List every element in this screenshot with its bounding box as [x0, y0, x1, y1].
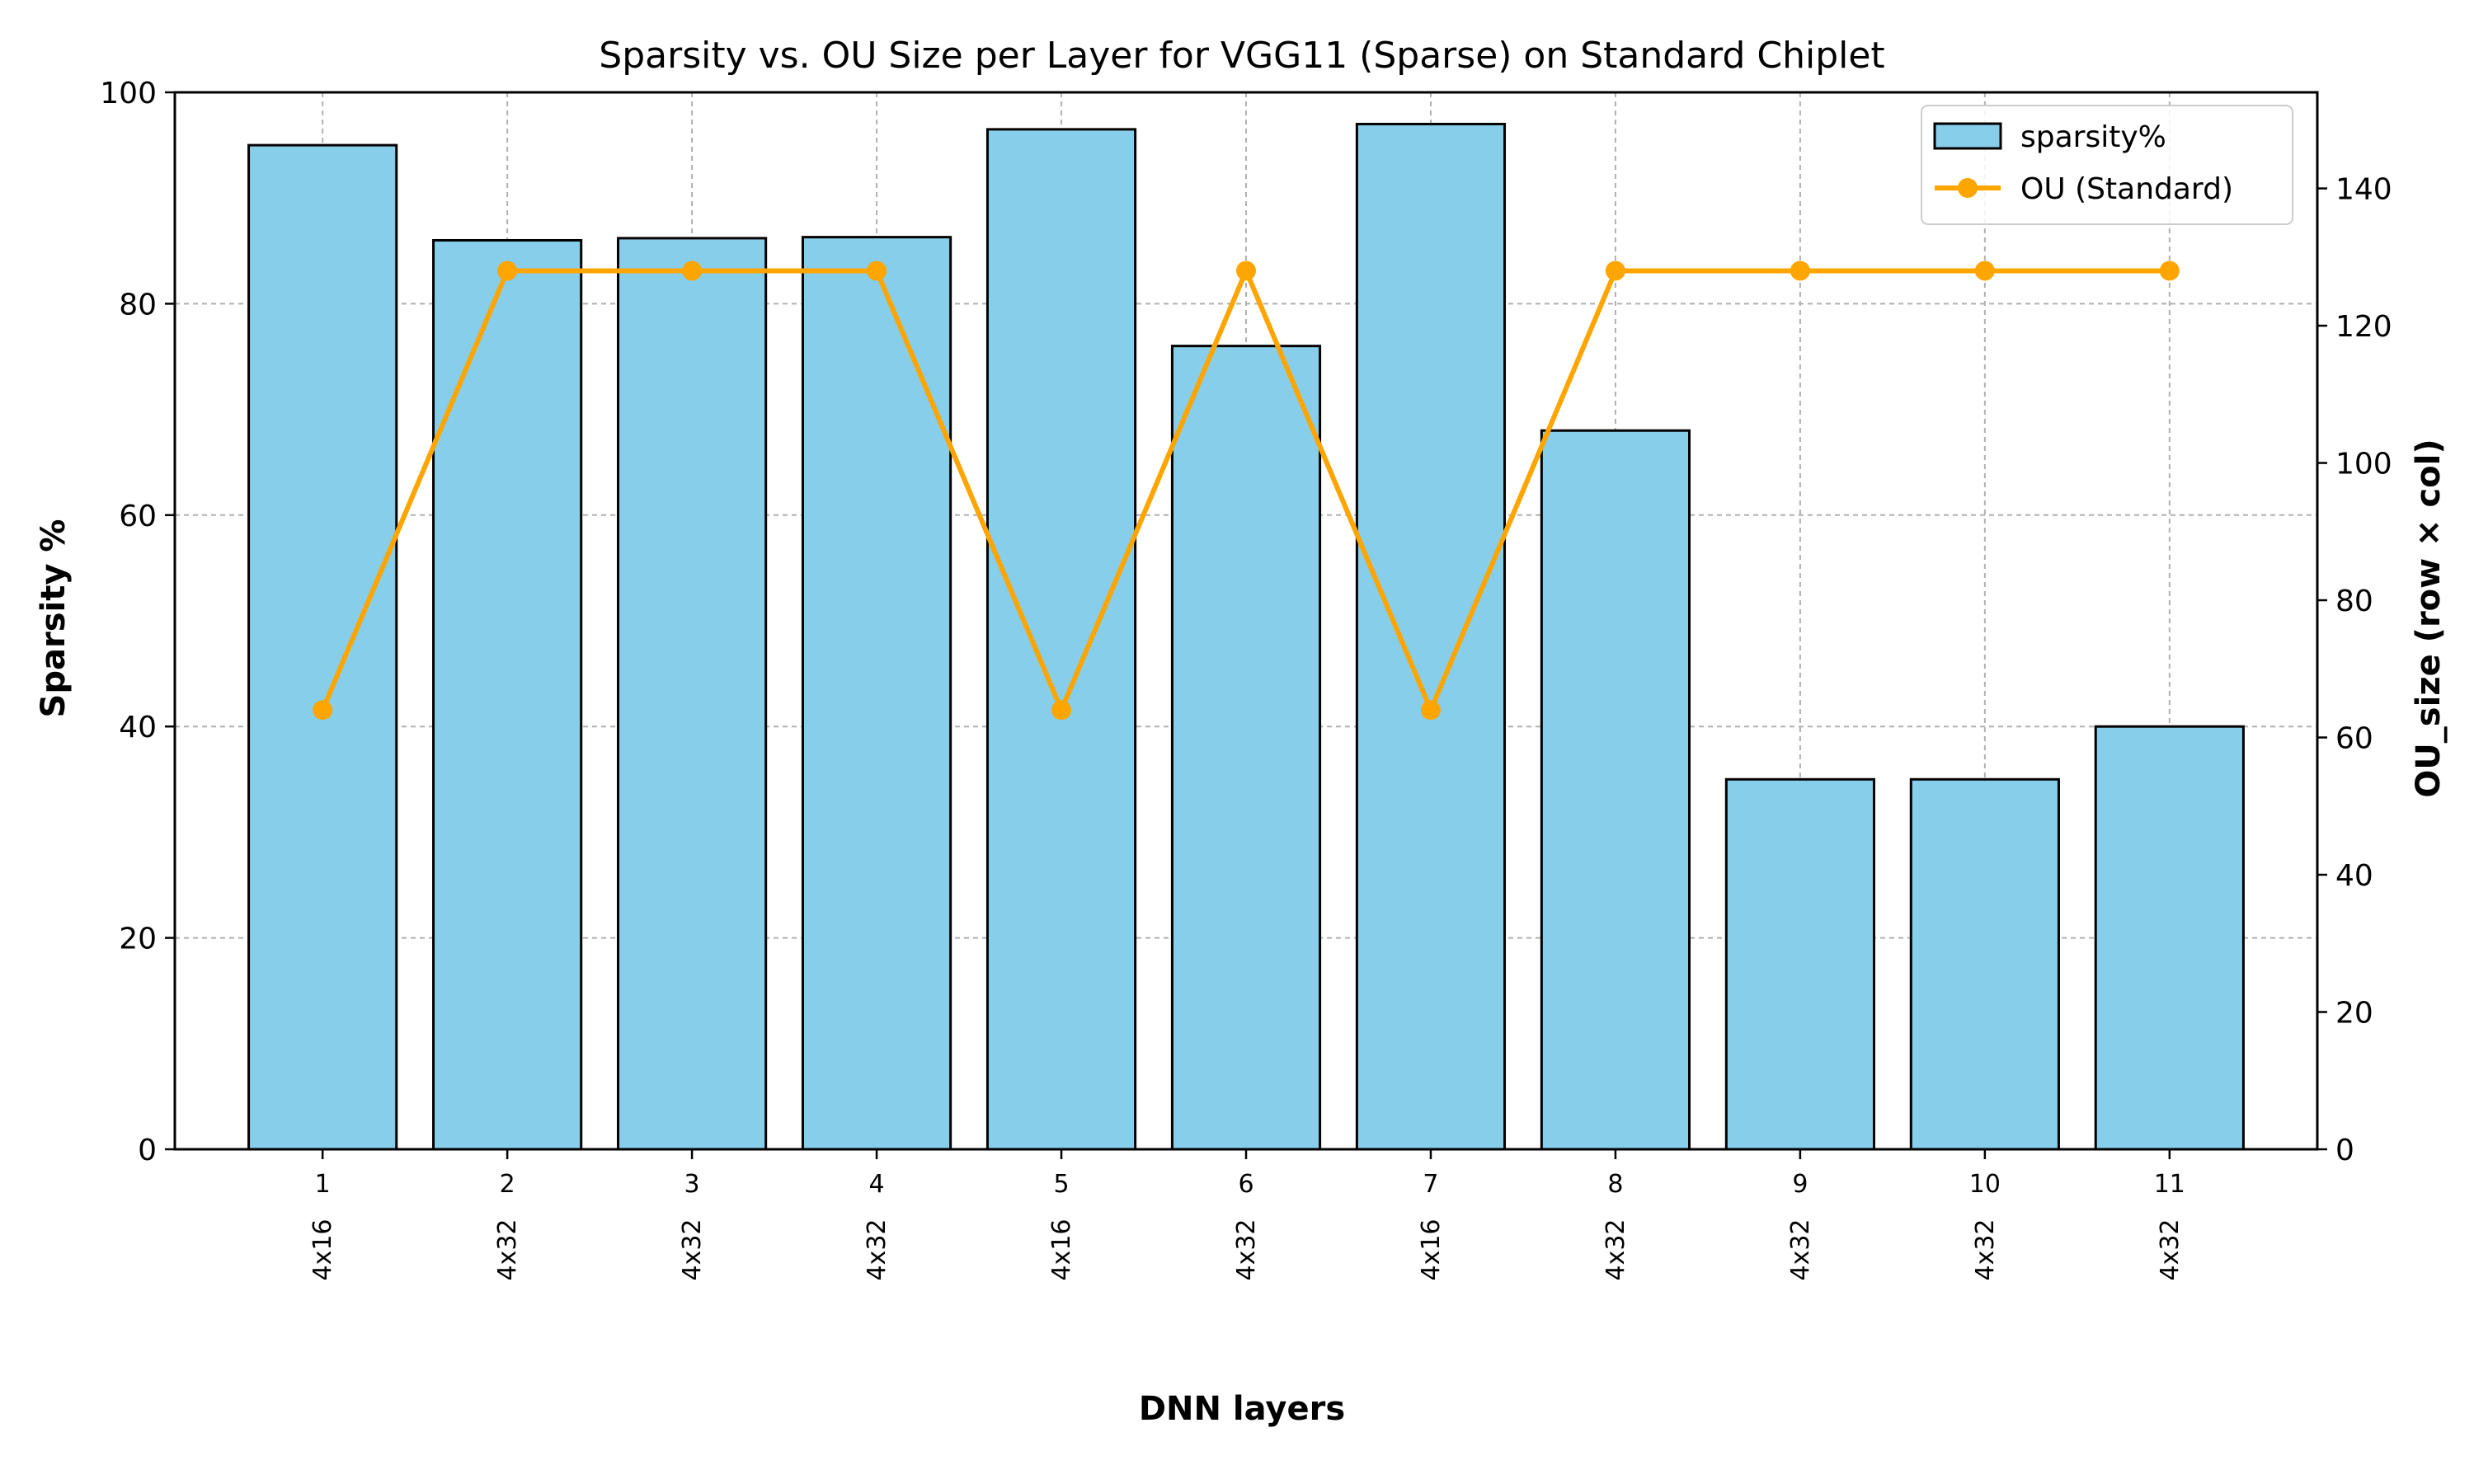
y2-tick-label: 40	[2335, 859, 2373, 893]
x-tick-sublabel: 4x32	[678, 1219, 707, 1280]
bar-layer-9	[1724, 777, 1875, 1151]
legend-label-ou: OU (Standard)	[2020, 172, 2233, 206]
x-tick-label: 9	[1792, 1170, 1808, 1199]
ou-point-layer-9	[1790, 261, 1810, 281]
y2-tick-label: 140	[2335, 173, 2392, 207]
y2-tick-label: 80	[2335, 585, 2373, 618]
x-tick-label: 5	[1053, 1170, 1069, 1199]
ou-point-layer-3	[682, 261, 703, 281]
legend-box	[1921, 105, 2293, 225]
bar-layer-4	[801, 236, 952, 1151]
ou-point-layer-8	[1605, 261, 1625, 281]
x-tick-label: 1	[315, 1170, 331, 1199]
y-tick-label: 100	[100, 77, 157, 110]
x-tick-sublabel: 4x32	[1602, 1219, 1630, 1280]
x-tick-sublabel: 4x16	[1047, 1219, 1076, 1280]
x-tick-label: 6	[1238, 1170, 1253, 1199]
x-tick-sublabel: 4x32	[1971, 1219, 2000, 1280]
y2-tick-label: 60	[2335, 722, 2373, 756]
ou-point-layer-1	[313, 700, 333, 721]
bar-layer-7	[1355, 122, 1507, 1151]
x-axis-ticks: 1 4x16 2 4x32 3 4x32 4 4x32 5 4x16 6 4x32 7 4x16 8 4x32…	[308, 1149, 2185, 1281]
y2-tick-label: 100	[2335, 448, 2392, 481]
y-tick-label: 0	[138, 1134, 157, 1167]
x-tick-label: 7	[1423, 1170, 1438, 1199]
bar-layer-6	[1170, 345, 1322, 1151]
bar-layer-8	[1540, 429, 1691, 1151]
x-axis-label: DNN layers	[1139, 1390, 1345, 1428]
bars	[247, 122, 2245, 1151]
ou-point-layer-11	[2159, 261, 2180, 281]
y-tick-label: 60	[119, 500, 157, 533]
x-tick-sublabel: 4x32	[863, 1219, 891, 1280]
ou-point-layer-5	[1051, 700, 1072, 721]
y-tick-label: 20	[119, 923, 157, 956]
x-tick-sublabel: 4x32	[493, 1219, 522, 1280]
y-tick-label: 40	[119, 711, 157, 744]
bar-layer-2	[432, 238, 583, 1151]
y2-tick-label: 120	[2335, 310, 2392, 344]
x-tick-sublabel: 4x16	[308, 1219, 337, 1280]
x-tick-sublabel: 4x32	[1786, 1219, 1815, 1280]
bar-layer-5	[985, 128, 1137, 1151]
ou-point-layer-2	[497, 261, 518, 281]
y-axis-label: Sparsity %	[35, 519, 73, 718]
bar-layer-1	[247, 143, 398, 1151]
x-tick-sublabel: 4x16	[1417, 1219, 1446, 1280]
ou-point-layer-7	[1420, 700, 1441, 721]
y2-tick-label: 0	[2335, 1134, 2354, 1167]
x-tick-sublabel: 4x32	[2156, 1219, 2185, 1280]
chart-title: Sparsity vs. OU Size per Layer for VGG11…	[599, 35, 1884, 77]
legend: sparsity% OU (Standard)	[1921, 105, 2293, 225]
y2-tick-label: 20	[2335, 997, 2373, 1031]
x-tick-label: 8	[1607, 1170, 1623, 1199]
bar-layer-10	[1909, 777, 2060, 1151]
ou-point-layer-4	[867, 261, 887, 281]
y-axis-left-ticks: 0 20 40 60 80 100	[100, 77, 175, 1167]
ou-line-series	[313, 261, 2180, 721]
y-axis-right-ticks: 0 20 40 60 80 100 120 140	[2317, 173, 2392, 1167]
x-tick-label: 4	[869, 1170, 885, 1199]
x-tick-sublabel: 4x32	[1232, 1219, 1261, 1280]
ou-point-layer-6	[1236, 261, 1256, 281]
bar-layer-3	[617, 237, 768, 1151]
bar-layer-11	[2094, 725, 2245, 1151]
ou-point-layer-10	[1974, 261, 1995, 281]
legend-label-sparsity: sparsity%	[2020, 120, 2166, 154]
x-tick-label: 10	[1969, 1170, 2001, 1199]
x-tick-label: 2	[500, 1170, 515, 1199]
y2-axis-label: OU_size (row × col)	[2410, 439, 2448, 797]
x-tick-label: 11	[2154, 1170, 2185, 1199]
legend-line-marker	[1958, 178, 1978, 198]
y-tick-label: 80	[119, 288, 157, 322]
legend-bar-swatch	[1933, 122, 2002, 150]
x-tick-label: 3	[684, 1170, 700, 1199]
